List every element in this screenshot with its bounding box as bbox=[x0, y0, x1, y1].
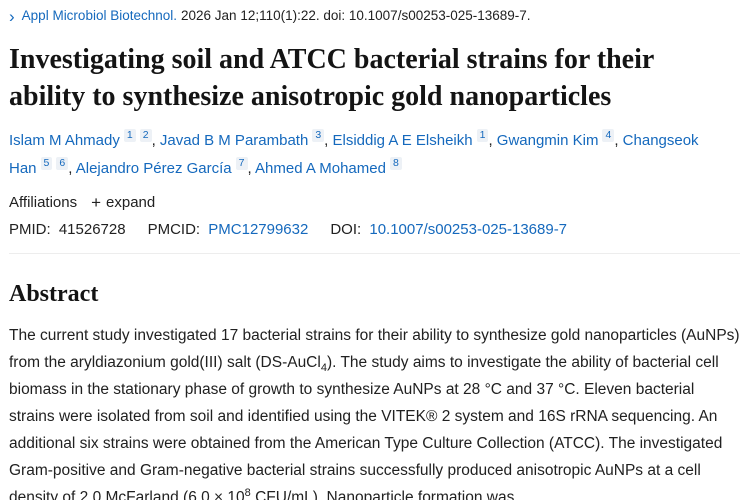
expand-affiliations-button[interactable]: + expand bbox=[91, 194, 155, 211]
author: Changseok Han 5 6 bbox=[9, 132, 699, 177]
authors-list: Islam M Ahmady 1 2, Javad B M Parambath 3, … bbox=[9, 127, 709, 183]
abstract-text: The current study investigated 17 bacter… bbox=[9, 327, 740, 500]
author-link[interactable]: Gwangmin Kim bbox=[496, 132, 599, 149]
affiliation-superscript[interactable]: 4 bbox=[602, 129, 615, 142]
chevron-right-icon[interactable]: › bbox=[9, 6, 15, 26]
section-divider bbox=[9, 253, 740, 254]
author-link[interactable]: Ahmed A Mohamed bbox=[255, 160, 386, 177]
abstract-heading: Abstract bbox=[9, 281, 99, 307]
author: Elsiddig A E Elsheikh 1 bbox=[332, 129, 489, 149]
author: Islam M Ahmady 1 2 bbox=[9, 129, 152, 149]
author-link[interactable]: Javad B M Parambath bbox=[159, 132, 309, 149]
affiliation-superscript[interactable]: 6 bbox=[56, 157, 69, 170]
pmcid-group: PMCID: PMC12799632 bbox=[148, 221, 309, 238]
pmid-value: 41526728 bbox=[58, 221, 126, 238]
expand-label: expand bbox=[106, 194, 156, 211]
pmid-group: PMID: 41526728 bbox=[9, 221, 126, 238]
author-separator: , bbox=[68, 160, 76, 177]
author-separator: , bbox=[614, 132, 623, 149]
author-separator: , bbox=[488, 132, 497, 149]
author: Alejandro Pérez García 7 bbox=[75, 157, 248, 177]
affiliation-superscript[interactable]: 1 bbox=[476, 129, 489, 142]
affiliations-row: Affiliations + expand bbox=[9, 194, 740, 211]
author-separator: , bbox=[151, 132, 160, 149]
author-separator: , bbox=[247, 160, 256, 177]
journal-citation-line: › Appl Microbiol Biotechnol. 2026 Jan 12… bbox=[9, 6, 740, 26]
identifiers-row: PMID: 41526728 PMCID: PMC12799632 DOI: 1… bbox=[9, 221, 740, 238]
article-title: Investigating soil and ATCC bacterial st… bbox=[9, 44, 654, 112]
author: Ahmed A Mohamed 8 bbox=[255, 157, 402, 177]
author-link[interactable]: Elsiddig A E Elsheikh bbox=[332, 132, 473, 149]
doi-label: DOI: bbox=[330, 221, 362, 238]
author: Javad B M Parambath 3 bbox=[159, 129, 325, 149]
affiliation-superscript[interactable]: 3 bbox=[312, 129, 325, 142]
author: Gwangmin Kim 4 bbox=[496, 129, 615, 149]
affiliation-superscript[interactable]: 2 bbox=[139, 129, 152, 142]
affiliation-superscript[interactable]: 5 bbox=[40, 157, 53, 170]
affiliation-superscript[interactable]: 8 bbox=[389, 157, 402, 170]
author-separator: , bbox=[324, 132, 333, 149]
affiliation-superscript[interactable]: 1 bbox=[123, 129, 136, 142]
journal-link[interactable]: Appl Microbiol Biotechnol. bbox=[21, 8, 178, 23]
author-link[interactable]: Changseok Han bbox=[9, 132, 699, 177]
affiliations-label: Affiliations bbox=[9, 194, 78, 211]
citation-text: 2026 Jan 12;110(1):22. doi: 10.1007/s002… bbox=[181, 8, 531, 23]
pmcid-label: PMCID: bbox=[147, 221, 201, 238]
author-link[interactable]: Alejandro Pérez García bbox=[75, 160, 232, 177]
plus-icon: + bbox=[91, 193, 102, 212]
author-link[interactable]: Islam M Ahmady bbox=[9, 132, 120, 149]
doi-group: DOI: 10.1007/s00253-025-13689-7 bbox=[330, 221, 567, 238]
affiliation-superscript[interactable]: 7 bbox=[235, 157, 248, 170]
doi-link[interactable]: 10.1007/s00253-025-13689-7 bbox=[369, 221, 568, 238]
pmid-label: PMID: bbox=[9, 221, 51, 238]
pmcid-link[interactable]: PMC12799632 bbox=[208, 221, 309, 238]
